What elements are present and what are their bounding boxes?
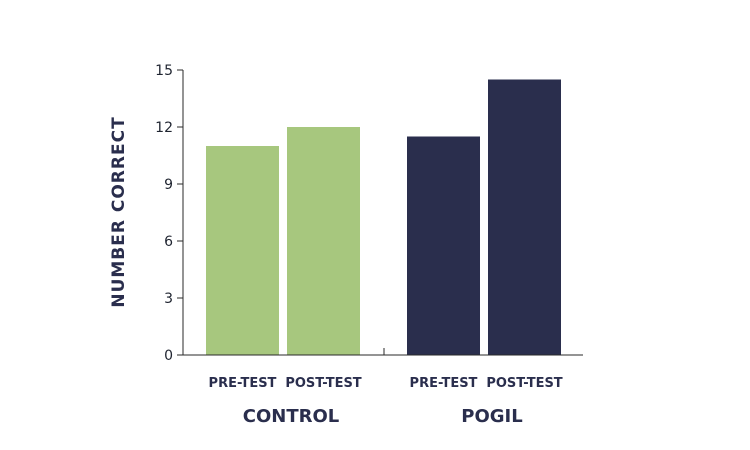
y-tick-label: 12 bbox=[155, 120, 173, 136]
y-tick-label: 6 bbox=[164, 234, 173, 250]
y-tick-label: 3 bbox=[164, 291, 173, 307]
x-category-label: PRE-TEST bbox=[410, 376, 478, 391]
bar-pogil-pre-test bbox=[407, 136, 480, 355]
y-axis: 0 3 6 9 12 15 bbox=[155, 63, 184, 364]
bar-pogil-post-test bbox=[488, 79, 561, 355]
x-category-label: POST-TEST bbox=[486, 376, 562, 391]
bars bbox=[206, 79, 561, 355]
x-category-label: POST-TEST bbox=[285, 376, 361, 391]
bar-control-pre-test bbox=[206, 146, 279, 355]
x-axis: PRE-TEST POST-TEST CONTROL PRE-TEST POST-TES… bbox=[183, 348, 583, 427]
y-axis-title: NUMBER CORRECT bbox=[109, 116, 129, 307]
y-tick-label: 9 bbox=[164, 177, 173, 193]
x-group-label: CONTROL bbox=[243, 406, 340, 427]
bar-control-post-test bbox=[287, 127, 360, 355]
y-tick-label: 0 bbox=[164, 348, 173, 364]
x-group-label: POGIL bbox=[461, 406, 522, 427]
y-tick-label: 15 bbox=[155, 63, 173, 79]
x-category-label: PRE-TEST bbox=[209, 376, 277, 391]
